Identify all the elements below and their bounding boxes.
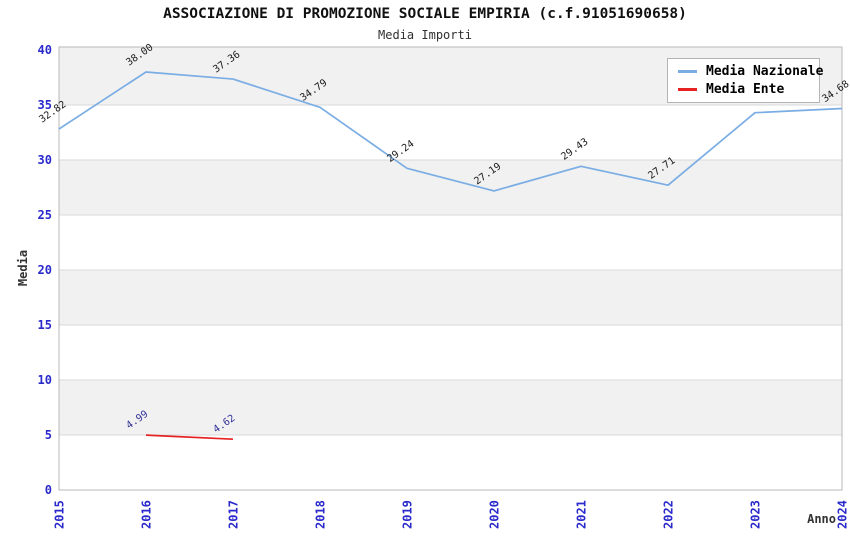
x-tick-label: 2021 [575, 500, 589, 529]
plot-border [58, 46, 843, 491]
plot-band [59, 380, 842, 435]
legend-item-media-ente: Media Ente [678, 83, 819, 96]
chart-subtitle: Media Importi [378, 28, 472, 42]
x-tick-label: 2022 [662, 500, 676, 529]
y-tick-label: 5 [45, 428, 52, 442]
chart-title: ASSOCIAZIONE DI PROMOZIONE SOCIALE EMPIR… [163, 6, 687, 22]
x-tick-label: 2015 [53, 500, 67, 529]
series-line-media-ente [145, 434, 234, 441]
legend-item-media-nazionale: Media Nazionale [678, 65, 823, 78]
y-tick-label: 15 [38, 318, 52, 332]
plot-band [59, 270, 842, 325]
x-tick-label: 2024 [836, 500, 850, 529]
y-tick-label: 40 [38, 43, 52, 57]
y-tick-label: 0 [45, 483, 52, 497]
plot-band [59, 325, 842, 380]
plot-band [59, 105, 842, 160]
legend: Media Nazionale Media Ente [667, 58, 823, 103]
x-tick-label: 2017 [227, 500, 241, 529]
y-tick-label: 20 [38, 263, 52, 277]
media-nazionale-line-swatch-icon [678, 69, 697, 73]
x-tick-label: 2019 [401, 500, 415, 529]
x-tick-label: 2016 [140, 500, 154, 529]
plot-band [59, 215, 842, 270]
legend-label-media-ente: Media Ente [706, 82, 785, 98]
y-tick-label: 10 [38, 373, 52, 387]
x-axis-title: Anno [807, 512, 836, 526]
y-tick-label: 35 [38, 98, 52, 112]
series-line-media-nazionale [58, 71, 843, 192]
y-tick-label: 30 [38, 153, 52, 167]
x-tick-label: 2023 [749, 500, 763, 529]
x-tick-label: 2020 [488, 500, 502, 529]
x-tick-label: 2018 [314, 500, 328, 529]
legend-label-media-nazionale: Media Nazionale [706, 63, 824, 79]
y-tick-label: 25 [38, 208, 52, 222]
y-axis-title: Media [16, 250, 30, 286]
plot-band [59, 435, 842, 490]
media-ente-line-swatch-icon [678, 88, 697, 92]
plot-band [59, 160, 842, 215]
